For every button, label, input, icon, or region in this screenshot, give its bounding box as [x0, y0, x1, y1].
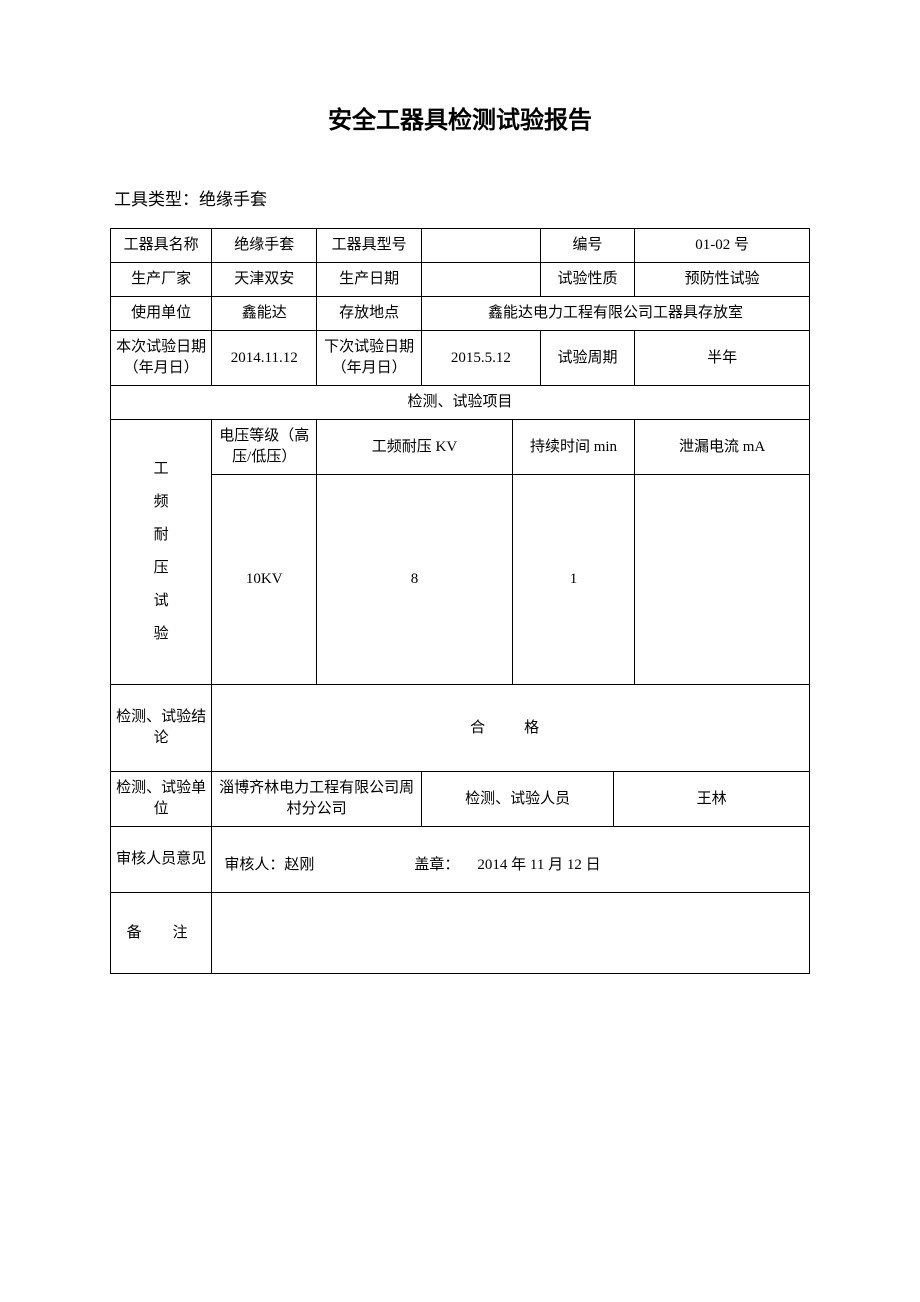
tool-type-line: 工具类型：绝缘手套 — [110, 185, 810, 210]
tool-type-label: 工具类型： — [114, 190, 199, 209]
reviewer-label: 审核人员意见 — [111, 827, 212, 893]
reviewer-person-value: 赵刚 — [284, 857, 314, 873]
serial-value: 01-02 号 — [635, 229, 810, 263]
test-unit-label: 检测、试验单位 — [111, 772, 212, 827]
table-row: 使用单位 鑫能达 存放地点 鑫能达电力工程有限公司工器具存放室 — [111, 297, 810, 331]
model-label: 工器具型号 — [317, 229, 422, 263]
char-2: 频 — [115, 486, 207, 519]
next-test-date-value: 2015.5.12 — [422, 331, 541, 386]
user-unit-value: 鑫能达 — [212, 297, 317, 331]
personnel-value: 王林 — [614, 772, 810, 827]
duration-label: 持续时间 min — [512, 420, 634, 475]
notes-label: 备 注 — [111, 893, 212, 974]
section-header: 检测、试验项目 — [111, 386, 810, 420]
test-nature-label: 试验性质 — [540, 263, 634, 297]
test-cycle-label: 试验周期 — [540, 331, 634, 386]
char-3: 耐 — [115, 519, 207, 552]
production-date-label: 生产日期 — [317, 263, 422, 297]
tool-name-value: 绝缘手套 — [212, 229, 317, 263]
test-unit-value: 淄博齐林电力工程有限公司周村分公司 — [212, 772, 422, 827]
reviewer-person: 审核人：赵刚 — [224, 855, 314, 876]
user-unit-label: 使用单位 — [111, 297, 212, 331]
withstand-value: 8 — [317, 475, 513, 685]
this-test-date-value: 2014.11.12 — [212, 331, 317, 386]
stamp-label: 盖章： — [414, 855, 459, 876]
tool-type-value: 绝缘手套 — [199, 190, 267, 209]
char-6: 验 — [115, 618, 207, 651]
production-date-value — [422, 263, 541, 297]
reviewer-content: 审核人：赵刚 盖章： 2014 年 11 月 12 日 — [212, 827, 810, 893]
table-row: 10KV 8 1 — [111, 475, 810, 685]
storage-value: 鑫能达电力工程有限公司工器具存放室 — [422, 297, 810, 331]
test-row-title: 工 频 耐 压 试 验 — [111, 420, 212, 685]
test-cycle-value: 半年 — [635, 331, 810, 386]
conclusion-value: 合 格 — [212, 685, 810, 772]
report-title: 安全工器具检测试验报告 — [110, 100, 810, 135]
reviewer-person-label: 审核人： — [224, 857, 284, 873]
conclusion-label: 检测、试验结论 — [111, 685, 212, 772]
table-row: 审核人员意见 审核人：赵刚 盖章： 2014 年 11 月 12 日 — [111, 827, 810, 893]
char-5: 试 — [115, 585, 207, 618]
voltage-class-label: 电压等级（高压/低压） — [212, 420, 317, 475]
report-table: 工器具名称 绝缘手套 工器具型号 编号 01-02 号 生产厂家 天津双安 生产… — [110, 228, 810, 974]
manufacturer-value: 天津双安 — [212, 263, 317, 297]
table-row: 工器具名称 绝缘手套 工器具型号 编号 01-02 号 — [111, 229, 810, 263]
table-row: 检测、试验项目 — [111, 386, 810, 420]
notes-label-text: 备 注 — [127, 925, 196, 941]
leakage-label: 泄漏电流 mA — [635, 420, 810, 475]
serial-label: 编号 — [540, 229, 634, 263]
tool-name-label: 工器具名称 — [111, 229, 212, 263]
duration-value: 1 — [512, 475, 634, 685]
reviewer-date: 2014 年 11 月 12 日 — [477, 855, 600, 876]
table-row: 检测、试验结论 合 格 — [111, 685, 810, 772]
personnel-label: 检测、试验人员 — [422, 772, 614, 827]
next-test-date-label: 下次试验日期（年月日） — [317, 331, 422, 386]
table-row: 检测、试验单位 淄博齐林电力工程有限公司周村分公司 检测、试验人员 王林 — [111, 772, 810, 827]
withstand-label: 工频耐压 KV — [317, 420, 513, 475]
test-nature-value: 预防性试验 — [635, 263, 810, 297]
char-4: 压 — [115, 552, 207, 585]
model-value — [422, 229, 541, 263]
leakage-value — [635, 475, 810, 685]
this-test-date-label: 本次试验日期（年月日） — [111, 331, 212, 386]
manufacturer-label: 生产厂家 — [111, 263, 212, 297]
notes-value — [212, 893, 810, 974]
table-row: 生产厂家 天津双安 生产日期 试验性质 预防性试验 — [111, 263, 810, 297]
storage-label: 存放地点 — [317, 297, 422, 331]
table-row: 工 频 耐 压 试 验 电压等级（高压/低压） 工频耐压 KV 持续时间 min… — [111, 420, 810, 475]
voltage-class-value: 10KV — [212, 475, 317, 685]
table-row: 备 注 — [111, 893, 810, 974]
char-1: 工 — [115, 453, 207, 486]
table-row: 本次试验日期（年月日） 2014.11.12 下次试验日期（年月日） 2015.… — [111, 331, 810, 386]
